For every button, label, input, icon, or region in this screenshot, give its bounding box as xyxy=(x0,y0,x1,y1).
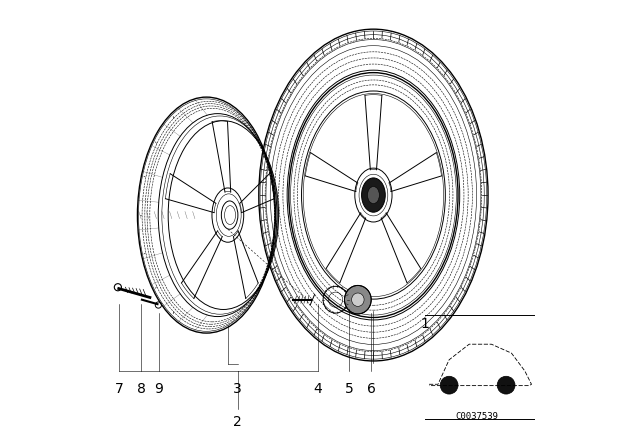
Text: 7: 7 xyxy=(115,382,123,396)
Text: 2: 2 xyxy=(233,415,242,429)
Ellipse shape xyxy=(367,186,380,204)
Ellipse shape xyxy=(351,293,364,306)
Text: 4: 4 xyxy=(314,382,322,396)
Text: C0037539: C0037539 xyxy=(456,412,499,421)
Circle shape xyxy=(497,376,515,394)
Text: 1: 1 xyxy=(420,317,429,331)
Text: 5: 5 xyxy=(344,382,353,396)
Circle shape xyxy=(440,376,458,394)
Text: 9: 9 xyxy=(154,382,163,396)
Ellipse shape xyxy=(344,285,371,314)
Text: 8: 8 xyxy=(136,382,145,396)
Text: 6: 6 xyxy=(367,382,376,396)
Ellipse shape xyxy=(362,178,385,212)
Text: 3: 3 xyxy=(233,382,242,396)
